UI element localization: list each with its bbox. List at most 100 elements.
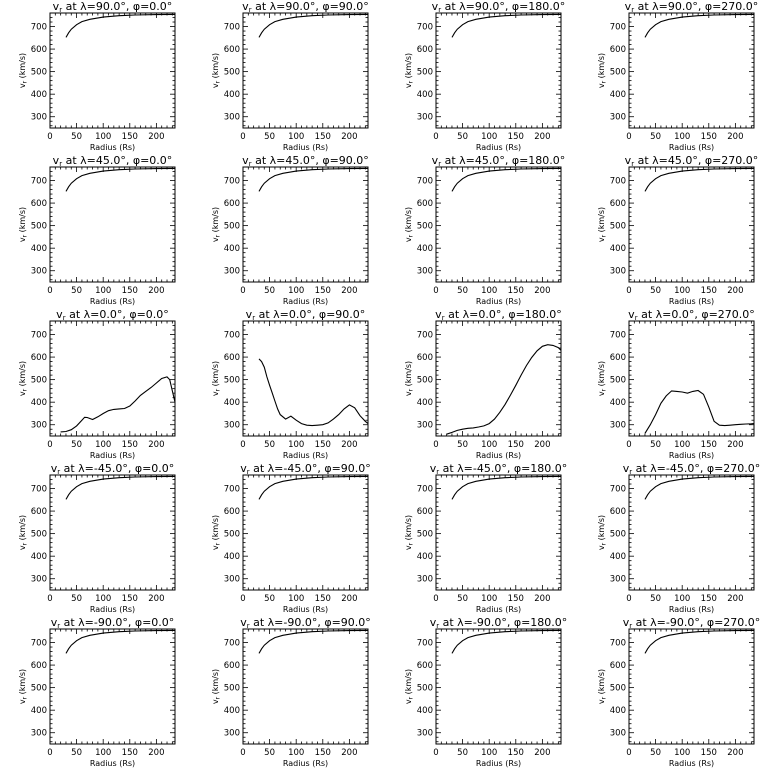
plot-frame (242, 474, 369, 591)
y-axis-label: vr (km/s) (597, 53, 608, 88)
y-tick-label: 300 (417, 421, 433, 431)
y-tick-label: 400 (31, 706, 47, 716)
y-tick-label: 700 (31, 331, 47, 341)
plot-frame (628, 12, 755, 129)
x-tick-label: 100 (288, 594, 304, 604)
x-tick-label: 50 (457, 748, 468, 758)
x-tick-label: 0 (240, 594, 245, 604)
y-tick-label: 400 (417, 706, 433, 716)
y-axis-label: vr (km/s) (597, 515, 608, 550)
x-tick-label: 200 (341, 286, 357, 296)
y-tick-label: 700 (610, 485, 626, 495)
x-axis-label: Radius (Rs) (90, 605, 135, 614)
y-tick-label: 600 (224, 353, 240, 363)
y-tick-label: 400 (610, 398, 626, 408)
y-tick-label: 700 (417, 485, 433, 495)
y-tick-label: 300 (417, 575, 433, 585)
y-tick-label: 600 (610, 661, 626, 671)
plot-frame (49, 474, 176, 591)
chart-panel: 0 50 100 150 200 300 400 500 600 700 Radius (Rs) vr… (404, 0, 565, 152)
y-tick-label: 400 (417, 552, 433, 562)
chart-panel: 0 50 100 150 200 300 400 500 600 700 Radius (Rs) vr… (18, 154, 176, 306)
x-tick-label: 200 (534, 594, 550, 604)
x-tick-label: 50 (71, 594, 82, 604)
x-tick-label: 150 (315, 132, 331, 142)
plot-frame (242, 628, 369, 745)
x-tick-label: 200 (148, 286, 164, 296)
y-axis-label: vr (km/s) (211, 515, 222, 550)
series-line (258, 13, 369, 38)
series-line (60, 376, 176, 433)
chart-title: vr at λ=0.0°, φ=180.0° (435, 308, 562, 322)
y-axis-label: vr (km/s) (211, 361, 222, 396)
y-tick-label: 300 (224, 267, 240, 277)
x-tick-label: 100 (95, 440, 111, 450)
y-tick-label: 500 (610, 530, 626, 540)
chart-panel: 0 50 100 150 200 300 400 500 600 700 Radius (Rs) vr… (404, 462, 567, 614)
x-tick-label: 0 (433, 748, 438, 758)
y-axis-label: vr (km/s) (18, 207, 29, 242)
x-tick-label: 0 (433, 594, 438, 604)
x-tick-label: 200 (534, 748, 550, 758)
x-tick-label: 0 (433, 132, 438, 142)
series-line (65, 629, 176, 654)
chart-panel: 0 50 100 150 200 300 400 500 600 700 Radius (Rs) vr… (18, 308, 176, 460)
x-tick-label: 50 (264, 440, 275, 450)
y-tick-label: 400 (224, 90, 240, 100)
x-tick-label: 50 (71, 132, 82, 142)
y-axis-label: vr (km/s) (18, 669, 29, 704)
x-tick-label: 150 (315, 748, 331, 758)
y-tick-label: 600 (31, 199, 47, 209)
plot-frame (435, 166, 562, 283)
x-tick-label: 150 (508, 748, 524, 758)
y-tick-label: 600 (417, 661, 433, 671)
series-line (258, 629, 369, 654)
x-tick-label: 100 (674, 594, 690, 604)
chart-title: vr at λ=45.0°, φ=180.0° (432, 154, 566, 168)
x-axis-label: Radius (Rs) (669, 143, 714, 152)
y-tick-label: 700 (224, 23, 240, 33)
x-tick-label: 100 (95, 594, 111, 604)
chart-title: vr at λ=-90.0°, φ=180.0° (430, 616, 568, 630)
y-tick-label: 400 (417, 90, 433, 100)
x-tick-label: 0 (433, 440, 438, 450)
y-tick-label: 600 (610, 45, 626, 55)
y-axis-label: vr (km/s) (211, 53, 222, 88)
x-tick-label: 0 (240, 440, 245, 450)
x-tick-label: 100 (481, 748, 497, 758)
chart-title: vr at λ=45.0°, φ=90.0° (242, 154, 369, 168)
series-line (644, 475, 755, 500)
plot-frame (628, 320, 755, 437)
y-tick-label: 400 (224, 398, 240, 408)
y-tick-label: 600 (224, 199, 240, 209)
y-tick-label: 300 (31, 267, 47, 277)
x-tick-label: 200 (727, 748, 743, 758)
y-tick-label: 700 (610, 331, 626, 341)
x-axis-label: Radius (Rs) (90, 143, 135, 152)
chart-panel: 0 50 100 150 200 300 400 500 600 700 Radius (Rs) vr… (404, 308, 562, 460)
x-axis-label: Radius (Rs) (90, 451, 135, 460)
x-tick-label: 100 (95, 132, 111, 142)
x-axis-label: Radius (Rs) (476, 759, 521, 768)
x-tick-label: 50 (264, 132, 275, 142)
y-tick-label: 500 (31, 684, 47, 694)
x-axis-label: Radius (Rs) (283, 297, 328, 306)
y-tick-label: 300 (224, 575, 240, 585)
x-axis-label: Radius (Rs) (90, 297, 135, 306)
y-tick-label: 300 (31, 575, 47, 585)
x-tick-label: 100 (288, 440, 304, 450)
series-line (644, 167, 755, 192)
chart-title: vr at λ=45.0°, φ=270.0° (625, 154, 759, 168)
x-tick-label: 100 (288, 132, 304, 142)
x-axis-label: Radius (Rs) (476, 451, 521, 460)
x-tick-label: 0 (626, 132, 631, 142)
y-tick-label: 600 (610, 353, 626, 363)
chart-panel: 0 50 100 150 200 300 400 500 600 700 Radius (Rs) vr… (18, 616, 176, 768)
x-tick-label: 200 (534, 286, 550, 296)
y-tick-label: 500 (610, 684, 626, 694)
y-tick-label: 300 (417, 729, 433, 739)
x-tick-label: 200 (534, 132, 550, 142)
chart-panel: 0 50 100 150 200 300 400 500 600 700 Radius (Rs) vr… (597, 154, 758, 306)
series-line (258, 167, 369, 192)
x-tick-label: 150 (508, 594, 524, 604)
